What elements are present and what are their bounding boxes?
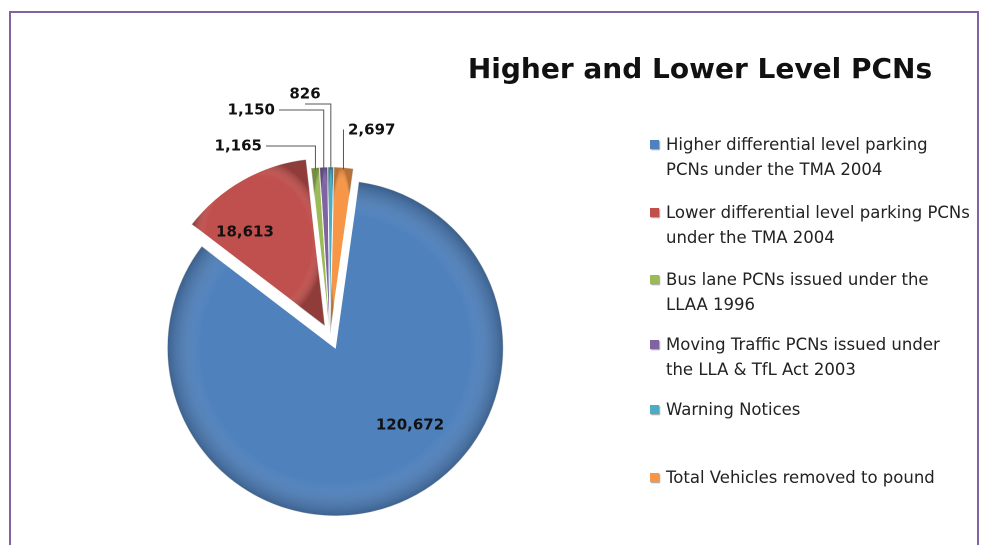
leader-line [266, 145, 316, 170]
legend-label: Warning Notices [666, 400, 801, 419]
legend-swatch [650, 473, 659, 482]
legend-swatch [650, 405, 659, 414]
data-labels: 120,672 18,613 1,165 1,150 826 2,697 [215, 85, 445, 434]
legend-item: Moving Traffic PCNs issued under the LLA… [650, 332, 970, 382]
legend-item: Warning Notices [650, 397, 970, 422]
legend-label: Total Vehicles removed to pound [666, 468, 935, 487]
legend-label: Moving Traffic PCNs issued under the LLA… [666, 335, 940, 379]
legend-swatch [650, 275, 659, 284]
leader-line [279, 109, 325, 170]
legend-item: Total Vehicles removed to pound [650, 465, 970, 490]
data-label: 826 [289, 85, 320, 103]
data-label: 1,150 [228, 101, 275, 119]
legend-swatch [650, 208, 659, 217]
data-label: 2,697 [348, 121, 395, 139]
legend-label: Lower differential level parking PCNs un… [666, 203, 970, 247]
legend-swatch [650, 140, 659, 149]
frame [9, 11, 979, 545]
legend-item: Lower differential level parking PCNs un… [650, 200, 970, 250]
legend-item: Bus lane PCNs issued under the LLAA 1996 [650, 267, 970, 317]
legend-label: Bus lane PCNs issued under the LLAA 1996 [666, 270, 929, 314]
leader-line [342, 129, 344, 170]
legend-swatch [650, 340, 659, 349]
chart-title: Higher and Lower Level PCNs [468, 52, 932, 85]
data-label: 120,672 [376, 416, 444, 434]
data-label: 1,165 [215, 137, 262, 155]
data-label: 18,613 [216, 223, 274, 241]
leader-line [305, 103, 332, 170]
legend-label: Higher differential level parking PCNs u… [666, 135, 928, 179]
pie [166, 158, 504, 517]
legend-item: Higher differential level parking PCNs u… [650, 132, 970, 182]
